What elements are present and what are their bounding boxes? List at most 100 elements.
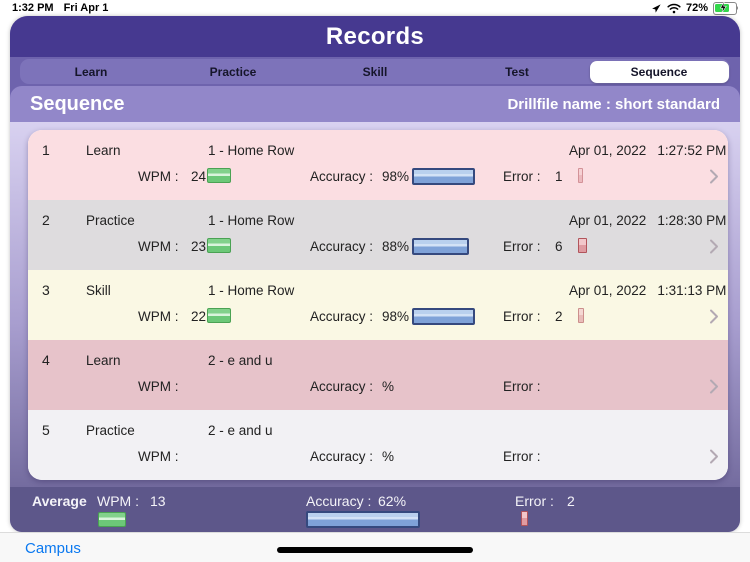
accuracy-bar bbox=[412, 308, 475, 325]
accuracy-label: Accuracy : bbox=[310, 449, 374, 464]
wpm-bar bbox=[207, 308, 231, 323]
record-type: Learn bbox=[86, 143, 121, 158]
wpm-label: WPM : bbox=[138, 169, 179, 184]
record-time: 1:28:30 PM bbox=[657, 213, 727, 228]
app-window: Records Learn Practice Skill Test Sequen… bbox=[10, 16, 740, 532]
tab-bar: Learn Practice Skill Test Sequence bbox=[10, 57, 740, 86]
wpm-label: WPM : bbox=[138, 239, 179, 254]
record-drill-name: 1 - Home Row bbox=[208, 143, 295, 158]
home-indicator[interactable] bbox=[277, 547, 473, 553]
error-bar bbox=[578, 238, 587, 253]
tab-sequence[interactable]: Sequence bbox=[589, 60, 729, 83]
accuracy-label: Accuracy : bbox=[310, 379, 374, 394]
records-body: 1 Learn 1 - Home Row Apr 01, 2022 1:27:52… bbox=[10, 122, 740, 487]
record-row[interactable]: 3 Skill 1 - Home Row Apr 01, 2022 1:31:13… bbox=[28, 270, 728, 340]
wpm-bar bbox=[207, 238, 231, 253]
wpm-label: WPM : bbox=[138, 449, 179, 464]
section-title: Sequence bbox=[30, 92, 125, 115]
record-drill-name: 1 - Home Row bbox=[208, 213, 295, 228]
record-row[interactable]: 5 Practice 2 - e and u WPM : Accuracy : … bbox=[28, 410, 728, 480]
tab-practice[interactable]: Practice bbox=[164, 61, 303, 83]
record-index: 1 bbox=[42, 142, 50, 158]
error-label: Error : bbox=[503, 309, 541, 324]
error-value: 1 bbox=[555, 169, 563, 184]
battery-icon bbox=[713, 1, 738, 15]
tab-label: Test bbox=[505, 64, 529, 79]
wpm-label: WPM : bbox=[138, 309, 179, 324]
average-accuracy-bar bbox=[306, 511, 420, 528]
error-value: 6 bbox=[555, 239, 563, 254]
wpm-value: 23 bbox=[191, 239, 207, 254]
average-accuracy-label: Accuracy : bbox=[306, 493, 372, 509]
record-datetime: Apr 01, 2022 1:31:13 PM bbox=[569, 283, 726, 298]
accuracy-value: 98% bbox=[382, 309, 410, 324]
error-label: Error : bbox=[503, 239, 541, 254]
accuracy-value: % bbox=[382, 379, 395, 394]
wpm-value: 22 bbox=[191, 309, 207, 324]
tab-label: Practice bbox=[209, 64, 257, 79]
section-header: Sequence Drillfile name : short standard bbox=[10, 86, 740, 122]
record-index: 4 bbox=[42, 352, 50, 368]
record-datetime bbox=[569, 353, 580, 368]
average-error-value: 2 bbox=[567, 493, 575, 509]
record-date: Apr 01, 2022 bbox=[569, 213, 647, 228]
chevron-right-icon bbox=[709, 238, 719, 258]
accuracy-value: % bbox=[382, 449, 395, 464]
charging-bolt-icon bbox=[719, 1, 727, 14]
error-label: Error : bbox=[503, 379, 541, 394]
status-bar: 1:32 PM Fri Apr 1 72% bbox=[0, 0, 750, 16]
record-drill-name: 2 - e and u bbox=[208, 353, 273, 368]
wpm-value: 24 bbox=[191, 169, 207, 184]
accuracy-label: Accuracy : bbox=[310, 169, 374, 184]
record-time: 1:27:52 PM bbox=[657, 143, 727, 158]
tab-label: Sequence bbox=[630, 64, 688, 79]
tab-label: Learn bbox=[74, 64, 108, 79]
record-row[interactable]: 4 Learn 2 - e and u WPM : Accuracy : % E… bbox=[28, 340, 728, 410]
chevron-right-icon bbox=[709, 448, 719, 468]
app-header: Records bbox=[10, 16, 740, 57]
average-error-bar bbox=[521, 511, 528, 526]
tab-label: Skill bbox=[362, 64, 388, 79]
average-error-label: Error : bbox=[515, 493, 554, 509]
wifi-icon bbox=[667, 3, 681, 14]
tab-skill[interactable]: Skill bbox=[306, 61, 445, 83]
tab-test[interactable]: Test bbox=[448, 61, 587, 83]
record-date: Apr 01, 2022 bbox=[569, 283, 647, 298]
average-accuracy-value: 62% bbox=[378, 493, 407, 509]
location-icon bbox=[651, 3, 662, 14]
record-type: Learn bbox=[86, 353, 121, 368]
battery-percent: 72% bbox=[685, 2, 708, 14]
record-drill-name: 2 - e and u bbox=[208, 423, 273, 438]
drillfile-name: Drillfile name : short standard bbox=[507, 95, 720, 113]
record-row[interactable]: 2 Practice 1 - Home Row Apr 01, 2022 1:28… bbox=[28, 200, 728, 270]
record-index: 5 bbox=[42, 422, 50, 438]
campus-link[interactable]: Campus bbox=[25, 540, 81, 557]
error-bar bbox=[578, 308, 584, 323]
average-footer: Average WPM : 13 Accuracy : 62% Error : … bbox=[10, 487, 740, 532]
average-label: Average bbox=[32, 493, 87, 509]
record-drill-name: 1 - Home Row bbox=[208, 283, 295, 298]
chevron-right-icon bbox=[709, 378, 719, 398]
error-label: Error : bbox=[503, 449, 541, 464]
accuracy-bar bbox=[412, 168, 475, 185]
bottom-toolbar: Campus bbox=[0, 532, 750, 562]
chevron-right-icon bbox=[709, 308, 719, 328]
chevron-right-icon bbox=[709, 168, 719, 188]
tab-learn[interactable]: Learn bbox=[22, 61, 161, 83]
accuracy-label: Accuracy : bbox=[310, 239, 374, 254]
status-time: 1:32 PM bbox=[12, 2, 54, 14]
status-date: Fri Apr 1 bbox=[63, 2, 109, 14]
segmented-control: Learn Practice Skill Test Sequence bbox=[20, 59, 730, 84]
record-type: Practice bbox=[86, 423, 135, 438]
record-type: Skill bbox=[86, 283, 111, 298]
wpm-bar bbox=[207, 168, 231, 183]
accuracy-value: 98% bbox=[382, 169, 410, 184]
page-title: Records bbox=[325, 22, 425, 50]
record-row[interactable]: 1 Learn 1 - Home Row Apr 01, 2022 1:27:52… bbox=[28, 130, 728, 200]
average-wpm-value: 13 bbox=[150, 493, 166, 509]
record-index: 3 bbox=[42, 282, 50, 298]
record-index: 2 bbox=[42, 212, 50, 228]
accuracy-bar bbox=[412, 238, 469, 255]
record-datetime: Apr 01, 2022 1:28:30 PM bbox=[569, 213, 726, 228]
record-type: Practice bbox=[86, 213, 135, 228]
